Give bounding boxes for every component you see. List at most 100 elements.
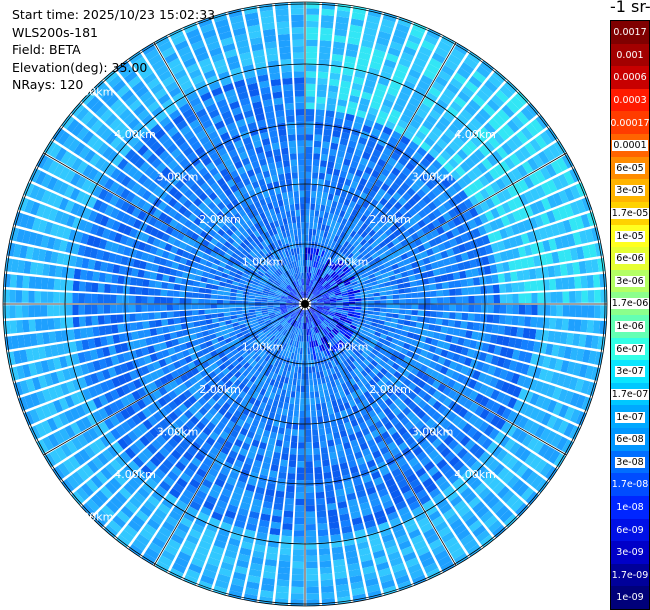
scan-gate: [261, 310, 269, 313]
scan-gate: [287, 351, 292, 359]
scan-gate: [154, 288, 162, 296]
scan-gate: [224, 337, 232, 344]
scan-gate: [357, 436, 366, 445]
scan-gate: [332, 386, 339, 394]
scan-gate: [488, 519, 502, 533]
scan-gate: [269, 527, 281, 536]
scan-gate: [415, 322, 423, 329]
scan-gate: [100, 485, 113, 499]
scan-gate: [50, 251, 59, 264]
scan-gate: [328, 445, 336, 454]
scan-gate: [434, 325, 442, 333]
scan-gate: [380, 367, 388, 376]
scan-gate: [110, 167, 122, 180]
scan-gate: [268, 292, 276, 296]
scan-gate: [231, 348, 239, 356]
scan-gate: [46, 417, 58, 432]
scan-gate: [384, 397, 393, 407]
scan-gate: [99, 381, 110, 393]
scan-gate: [233, 409, 242, 419]
scan-gate: [249, 341, 256, 348]
scan-gate: [459, 435, 471, 447]
scan-gate: [179, 310, 187, 317]
scan-gate: [264, 369, 271, 377]
scan-gate: [152, 361, 162, 370]
scan-gate: [351, 587, 366, 596]
scan-gate: [278, 173, 285, 181]
scan-gate: [78, 448, 91, 463]
scan-gate: [277, 33, 291, 42]
scan-gate: [70, 422, 82, 436]
scan-gate: [376, 371, 385, 380]
scan-gate: [258, 350, 266, 358]
scan-gate: [190, 232, 200, 241]
scan-gate: [225, 388, 234, 397]
scan-gate: [105, 500, 119, 514]
scan-gate: [317, 306, 324, 309]
scan-gate: [163, 333, 172, 341]
scan-gate: [108, 519, 122, 533]
scan-gate: [535, 395, 546, 408]
scan-gate: [422, 323, 430, 330]
scan-gate: [276, 15, 289, 23]
scan-gate: [309, 222, 314, 229]
scan-gate: [511, 349, 521, 361]
scan-gate: [291, 27, 304, 34]
scan-gate: [266, 280, 274, 285]
scan-gate: [322, 465, 331, 473]
scan-gate: [434, 520, 448, 533]
scan-gate: [54, 210, 64, 224]
scan-gate: [486, 496, 500, 509]
scan-gate: [135, 304, 142, 313]
scan-gate: [376, 379, 385, 388]
scan-gate: [403, 387, 413, 397]
scan-gate: [92, 514, 107, 528]
scan-gate: [81, 193, 92, 206]
scan-gate: [110, 314, 118, 324]
scan-gate: [180, 472, 192, 483]
scan-gate: [554, 358, 564, 372]
scan-gate: [271, 174, 279, 183]
scan-gate: [369, 325, 377, 331]
scan-gate: [253, 278, 261, 284]
scan-gate: [442, 508, 456, 520]
scan-gate: [524, 316, 532, 327]
scan-gate: [103, 191, 114, 204]
scan-gate: [141, 552, 157, 565]
scan-gate: [345, 331, 353, 338]
scan-gate: [270, 78, 282, 87]
scan-gate: [88, 210, 98, 222]
scan-gate: [171, 261, 180, 270]
scan-gate: [232, 280, 240, 286]
scan-gate: [269, 315, 277, 320]
scan-gate: [490, 389, 501, 401]
scan-gate: [253, 378, 261, 386]
scan-gate: [131, 195, 141, 206]
scan-gate: [391, 362, 400, 371]
scan-gate: [36, 390, 47, 405]
scan-gate: [503, 325, 512, 336]
scan-gate: [418, 551, 433, 563]
scan-gate: [508, 360, 518, 372]
scan-gate: [218, 340, 227, 347]
scan-gate: [194, 452, 205, 462]
scan-gate: [556, 305, 563, 317]
scan-gate: [305, 404, 311, 411]
scan-gate: [78, 304, 86, 315]
scan-gate: [512, 304, 519, 315]
scan-gate: [275, 439, 283, 447]
scan-gate: [373, 406, 383, 415]
scan-gate: [420, 440, 431, 451]
scan-gate: [480, 313, 488, 323]
scan-gate: [129, 322, 138, 331]
scan-gate: [213, 539, 227, 549]
scan-gate: [457, 337, 465, 346]
scan-gate: [11, 335, 19, 349]
scan-gate: [321, 312, 328, 317]
scan-gate: [98, 358, 108, 370]
scan-gate: [307, 328, 310, 336]
scan-gate: [284, 288, 291, 293]
scan-gate: [446, 351, 455, 360]
scan-gate: [161, 366, 171, 375]
scan-gate: [255, 291, 263, 295]
